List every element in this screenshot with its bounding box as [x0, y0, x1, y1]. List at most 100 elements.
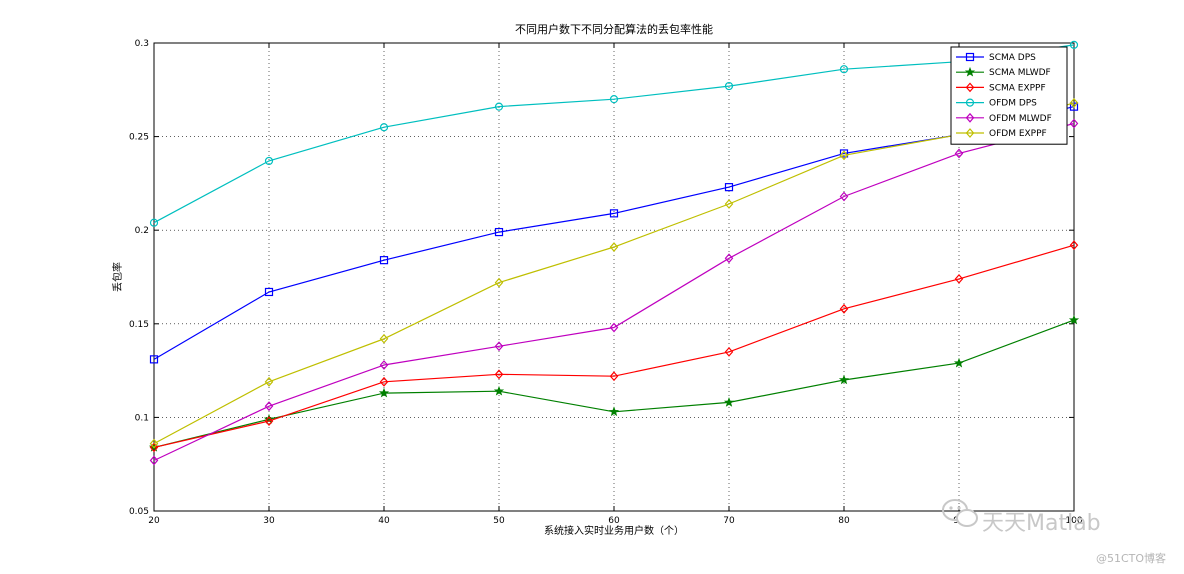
data-point	[494, 369, 504, 380]
watermark: 天天Matlab @51CTO博客	[942, 499, 1166, 565]
data-point	[149, 218, 159, 227]
legend-marker	[965, 52, 975, 62]
data-point	[724, 253, 734, 264]
legend-label: OFDM MLWDF	[989, 114, 1052, 124]
legend-item: SCMA DPS	[956, 52, 1036, 63]
wechat-icon	[942, 499, 978, 527]
data-point	[264, 287, 274, 297]
data-point	[1069, 97, 1079, 108]
y-tick-label: 0.1	[135, 413, 149, 423]
watermark-sub-text: @51CTO博客	[1096, 551, 1166, 565]
y-tick-label: 0.05	[129, 507, 149, 517]
data-point	[494, 277, 504, 288]
series-scma-mlwdf	[148, 314, 1080, 452]
data-point	[379, 123, 389, 132]
legend-marker	[965, 112, 975, 123]
data-point	[609, 322, 619, 333]
legend-label: OFDM DPS	[989, 99, 1037, 109]
data-point	[1068, 314, 1080, 325]
data-point	[149, 455, 159, 466]
series-ofdm-exppf	[149, 97, 1079, 449]
data-point	[379, 333, 389, 344]
data-point	[838, 374, 850, 385]
data-point	[839, 149, 849, 158]
data-point	[839, 303, 849, 314]
data-point	[379, 360, 389, 370]
x-axis-label: 系统接入实时业务用户数（个）	[544, 524, 684, 537]
legend-item: SCMA MLWDF	[956, 66, 1051, 78]
series-ofdm-mlwdf	[149, 118, 1079, 466]
data-point	[724, 81, 734, 91]
series-line	[153, 244, 1075, 448]
series-group	[148, 40, 1080, 466]
legend-label: SCMA EXPPF	[989, 83, 1046, 93]
data-point	[494, 227, 504, 237]
series-scma-dps	[149, 102, 1079, 364]
data-point	[379, 256, 389, 265]
x-tick-label: 20	[148, 516, 160, 526]
data-point	[839, 150, 849, 161]
data-point	[724, 199, 734, 209]
data-point	[724, 346, 734, 357]
data-point	[609, 209, 619, 218]
legend-item: OFDM EXPPF	[956, 128, 1047, 139]
data-point	[264, 416, 274, 427]
data-point	[609, 371, 619, 382]
y-tick-label: 0.25	[129, 133, 149, 143]
x-tick-label: 70	[723, 516, 735, 526]
series-line	[153, 106, 1075, 360]
x-tick-label: 40	[378, 516, 390, 526]
data-point	[149, 442, 159, 453]
data-point	[953, 357, 965, 368]
legend-marker	[964, 66, 976, 77]
data-point	[608, 406, 620, 417]
x-tick-label: 30	[263, 516, 275, 526]
x-tick-label: 50	[493, 516, 505, 526]
y-tick-label: 0.3	[135, 39, 149, 49]
data-point	[839, 191, 849, 202]
legend-box	[950, 46, 1068, 145]
legend: SCMA DPS SCMA MLWDF SCMA EXPPF OFDM DPS OFDM…	[950, 46, 1068, 145]
data-point	[954, 148, 964, 159]
chart-title: 不同用户数下不同分配算法的丢包率性能	[515, 22, 713, 36]
series-line	[153, 102, 1075, 445]
data-point	[839, 65, 849, 74]
series-ofdm-dps	[149, 40, 1079, 227]
data-point	[149, 438, 159, 449]
legend-marker	[965, 128, 975, 138]
data-point	[609, 242, 619, 252]
data-point	[378, 387, 390, 398]
y-tick-label: 0.15	[129, 320, 149, 330]
data-point	[264, 376, 274, 387]
x-tick-label: 100	[1065, 516, 1082, 526]
series-scma-exppf	[149, 240, 1079, 453]
watermark-text: 天天Matlab	[982, 511, 1101, 536]
data-point	[1069, 40, 1079, 49]
y-tick-label: 0.2	[135, 226, 149, 236]
x-tick-label: 60	[608, 516, 620, 526]
data-point	[724, 183, 734, 192]
legend-marker	[965, 98, 975, 107]
legend-marker	[965, 82, 975, 93]
data-point	[379, 376, 389, 387]
x-tick-label: 80	[838, 516, 850, 526]
data-point	[149, 355, 159, 364]
series-line	[153, 122, 1075, 462]
axis-ticks: 20304050607080901000.050.10.150.20.250.3	[129, 39, 1083, 526]
data-point	[954, 273, 964, 284]
y-axis-label: 丢包率	[111, 262, 124, 292]
data-point	[494, 102, 504, 111]
plot-area	[153, 42, 1075, 512]
data-point	[1069, 118, 1079, 129]
legend-label: OFDM EXPPF	[989, 129, 1047, 139]
data-point	[264, 401, 274, 412]
legend-item: SCMA EXPPF	[956, 82, 1046, 93]
legend-label: SCMA MLWDF	[989, 68, 1051, 78]
data-point	[1069, 240, 1079, 251]
data-point	[723, 397, 735, 407]
legend-item: OFDM DPS	[956, 98, 1037, 109]
grid	[154, 43, 1074, 511]
data-point	[493, 385, 505, 396]
series-line	[153, 44, 1075, 224]
